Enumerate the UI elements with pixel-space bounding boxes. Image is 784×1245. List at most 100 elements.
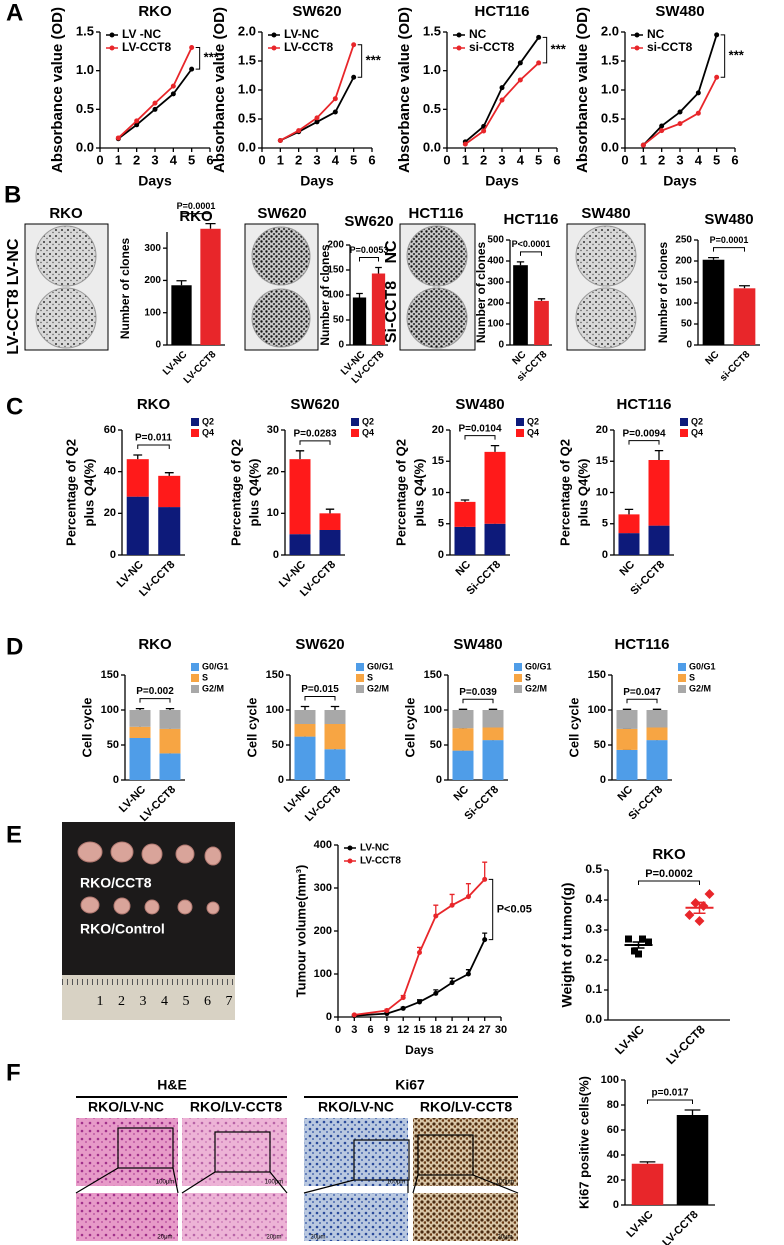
- error-bar: [164, 472, 174, 476]
- y-tick-label: 80: [607, 1099, 619, 1111]
- tissue-image: [76, 1118, 178, 1186]
- legend-label: si-CCT8: [469, 40, 515, 54]
- panel-letter: E: [6, 821, 22, 848]
- point: [481, 128, 487, 134]
- error-bar: [739, 285, 750, 289]
- y-tick-label: 300: [314, 882, 332, 894]
- y-axis-label: Percentage of Q2: [63, 439, 78, 546]
- point: [170, 91, 176, 97]
- legend-label: LV-NC: [360, 843, 389, 854]
- legend-swatch: [516, 418, 524, 426]
- legend-label: S: [689, 672, 695, 682]
- chart-title: HCT116: [614, 636, 669, 653]
- legend-swatch: [514, 685, 522, 693]
- x-tick-label: 24: [462, 1024, 475, 1036]
- chart-title: RKO: [179, 208, 213, 225]
- significance-bracket: [357, 44, 363, 78]
- point: [677, 109, 683, 115]
- significance-bracket: [647, 1099, 693, 1104]
- legend-swatch: [191, 429, 199, 437]
- significance-bracket: [713, 247, 745, 252]
- point: [170, 83, 176, 89]
- error-bar: [300, 705, 310, 710]
- chart-title: SW480: [655, 3, 704, 20]
- significance-bracket: [462, 698, 494, 704]
- y-axis-label: Number of clones: [318, 244, 332, 346]
- legend-swatch: [678, 663, 686, 671]
- annotation: ***: [204, 50, 220, 65]
- y-tick-label: 5: [602, 518, 608, 530]
- legend-marker: [271, 32, 277, 38]
- bar-segment: [646, 727, 668, 741]
- point: [635, 950, 642, 958]
- legend-label: Q4: [691, 427, 703, 437]
- legend-swatch: [191, 663, 199, 671]
- x-tick-label: 30: [495, 1024, 507, 1036]
- x-tick-label: 6: [553, 152, 560, 167]
- annotation: P=0.0283: [293, 428, 337, 439]
- bar-segment: [158, 507, 181, 555]
- zoom-boxes: [75, 1127, 519, 1194]
- point: [332, 96, 338, 102]
- y-axis-label: Weight of tumor(g): [559, 883, 575, 1008]
- panel-letter: C: [6, 393, 23, 420]
- bar-segment: [294, 710, 316, 724]
- x-tick-label: NC: [617, 559, 637, 579]
- legend-swatch: [351, 429, 359, 437]
- legend-marker: [271, 45, 277, 51]
- bar-segment: [648, 525, 670, 555]
- column-label: RKO/LV-CCT8: [420, 1099, 513, 1115]
- legend-swatch: [191, 418, 199, 426]
- panel-letters: A B C D E F: [4, 0, 23, 1086]
- legend-label: NC: [647, 27, 665, 41]
- bar-segment: [289, 459, 311, 535]
- annotation: P=0.0094: [622, 428, 666, 439]
- tissue-image: [182, 1193, 287, 1241]
- chart: Ki67 positive cells(%) 0 20 40 60 80 100 LV-NC L…: [576, 1074, 715, 1245]
- y-tick-label: 0: [436, 774, 442, 786]
- error-bar: [176, 280, 187, 286]
- well: [575, 287, 637, 349]
- y-tick-label: 20: [267, 466, 279, 478]
- annotation: P=0.047: [623, 687, 661, 698]
- column-label: RKO/LV-CCT8: [190, 1099, 283, 1115]
- significance-bracket: [181, 213, 211, 218]
- bar: [513, 265, 528, 345]
- point: [449, 902, 455, 908]
- well: [406, 225, 468, 287]
- bar-segment: [159, 753, 181, 780]
- bar-segment: [452, 728, 474, 751]
- y-tick-label: 0.4: [585, 892, 602, 906]
- series-line: [354, 878, 486, 1016]
- chart-title: SW620: [292, 3, 341, 20]
- point: [465, 971, 471, 977]
- legend-label: LV-CCT8: [360, 856, 401, 867]
- y-tick-label: 100: [314, 968, 332, 980]
- clone-images: RKO LV-NC LV-CCT8 SW620 HCT116 NC Si-CCT…: [5, 205, 646, 355]
- chart: SW480 Absorbance value (OD) 0.0 0.5 1.0 1.5 2.…: [574, 3, 745, 189]
- legend-swatch: [678, 674, 686, 682]
- row-label: Si-CCT8: [383, 281, 400, 343]
- y-tick-label: 50: [430, 739, 442, 751]
- significance-bracket: [137, 444, 170, 449]
- point: [449, 980, 455, 986]
- point: [152, 106, 158, 112]
- y-tick-label: 250: [675, 235, 692, 246]
- legend-swatch: [680, 418, 688, 426]
- y-axis-label: Percentage of Q2: [557, 439, 572, 546]
- y-tick-label: 1.5: [601, 52, 619, 67]
- y-tick-label: 0.0: [585, 1012, 602, 1026]
- y-tick-label: 15: [596, 455, 608, 467]
- significance-bracket: [304, 696, 336, 701]
- y-tick-label: 400: [487, 256, 504, 267]
- image-title: SW480: [581, 205, 630, 222]
- point: [631, 947, 638, 955]
- x-tick-label: LV-CCT8: [663, 1022, 708, 1067]
- y-tick-label: 0: [600, 774, 606, 786]
- y-tick-label: 50: [272, 739, 284, 751]
- y-tick-label: 1.5: [238, 52, 256, 67]
- error-bar: [133, 454, 143, 460]
- bar-segment: [319, 513, 341, 530]
